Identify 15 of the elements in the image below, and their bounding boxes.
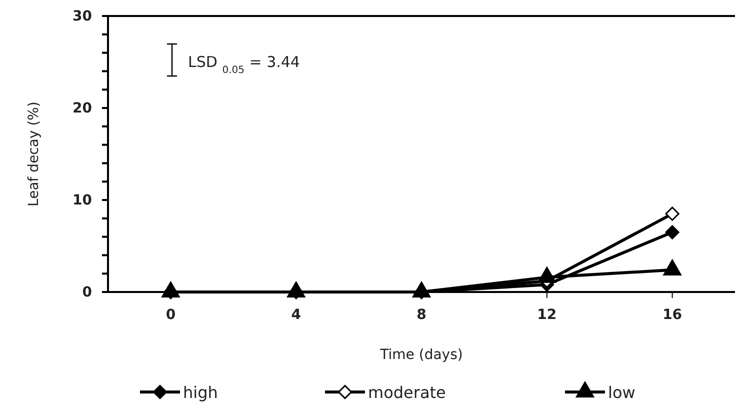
x-tick-label: 0 [166,307,176,324]
legend-label: low [608,383,636,402]
y-tick-label: 10 [72,192,92,208]
y-tick-label: 30 [72,8,92,24]
x-tick-label: 12 [537,307,557,324]
legend-label: high [183,383,218,402]
x-tick-label: 16 [662,307,682,324]
x-axis-title: Time (days) [379,347,463,363]
x-tick-label: 4 [291,307,302,324]
legend-label: moderate [368,383,446,402]
y-tick-label: 0 [82,284,92,300]
y-tick-label: 20 [72,100,92,116]
y-axis-title: Leaf decay (%) [26,102,42,206]
x-tick-label: 8 [416,307,426,324]
annotation: LSD $_{0.05}$ = 3.44 [188,53,300,76]
